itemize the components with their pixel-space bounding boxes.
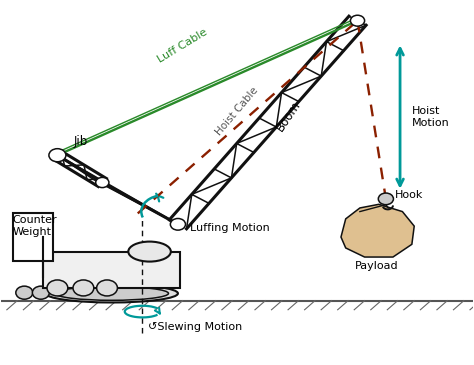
Text: Jib: Jib (74, 135, 88, 148)
Circle shape (49, 149, 66, 162)
Circle shape (16, 286, 33, 299)
Text: Hoist
Motion: Hoist Motion (412, 106, 450, 128)
Text: Boom: Boom (274, 98, 304, 134)
Circle shape (32, 286, 49, 299)
Ellipse shape (128, 242, 171, 262)
Text: ↺Slewing Motion: ↺Slewing Motion (148, 322, 242, 332)
Ellipse shape (55, 287, 168, 300)
Text: Luff Cable: Luff Cable (156, 27, 210, 64)
Text: Payload: Payload (355, 261, 398, 271)
Circle shape (73, 280, 94, 296)
Ellipse shape (46, 284, 178, 303)
Circle shape (350, 15, 365, 26)
Text: Hoist Cable: Hoist Cable (214, 85, 260, 137)
Text: Counter
Weight: Counter Weight (12, 215, 57, 237)
Text: Luffing Motion: Luffing Motion (190, 223, 270, 233)
Circle shape (170, 219, 185, 230)
Polygon shape (341, 204, 414, 257)
Bar (12, 214, 53, 261)
Bar (43, 251, 180, 288)
Circle shape (378, 193, 393, 205)
Text: Hook: Hook (395, 190, 424, 200)
Circle shape (97, 280, 118, 296)
Circle shape (47, 280, 68, 296)
Circle shape (96, 177, 109, 188)
